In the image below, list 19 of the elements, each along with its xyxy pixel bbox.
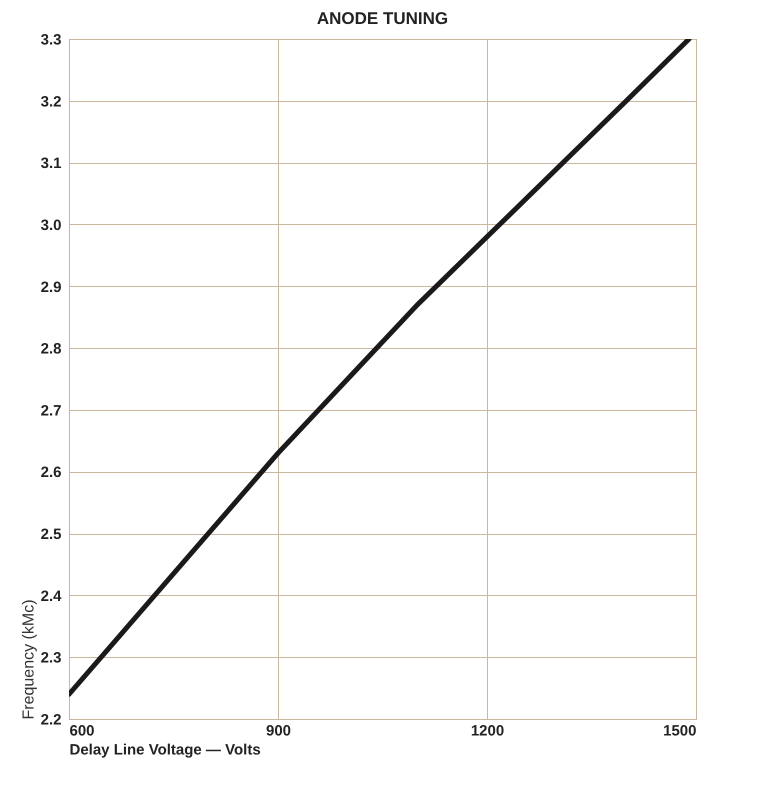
y-tick-label: 3.0 [40,216,62,234]
x-axis-title: Delay Line Voltage — Volts [70,742,261,758]
y-axis-title: Frequency (kMc) [20,599,38,720]
chart-title: ANODE TUNING [316,9,448,28]
y-tick-label: 3.2 [40,93,62,110]
y-tick-label: 2.8 [40,340,62,358]
y-tick-label: 2.3 [40,650,62,667]
x-tick-label: 1200 [470,722,504,740]
x-tick-label: 1500 [663,722,696,740]
y-tick-label: 2.7 [40,402,62,420]
y-tick-label: 2.2 [40,712,62,728]
x-tick-label: 900 [266,722,292,740]
y-tick-label: 2.9 [40,278,62,296]
y-tick-label: 3.1 [40,155,62,172]
x-tick-label: 600 [70,722,95,740]
y-tick-label: 2.4 [40,588,62,605]
y-tick-label: 2.5 [40,526,62,544]
y-tick-label: 3.3 [40,32,62,48]
y-tick-label: 2.6 [40,464,62,482]
